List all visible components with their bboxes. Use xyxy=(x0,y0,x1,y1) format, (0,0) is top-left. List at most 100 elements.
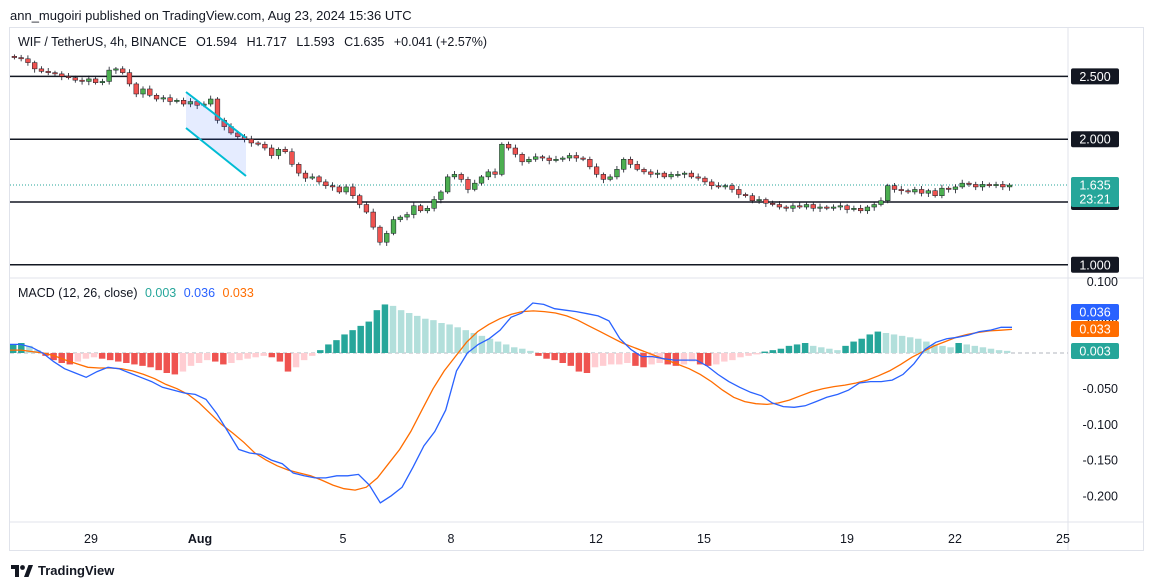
candle xyxy=(357,193,363,209)
candle-body xyxy=(844,205,850,210)
chart-frame xyxy=(9,27,1144,551)
candle xyxy=(539,154,546,162)
macd-histogram-bar xyxy=(898,335,906,353)
candle xyxy=(289,148,295,167)
macd-hist-tag-label: 0.003 xyxy=(1079,345,1110,359)
macd-axis-tick: -0.150 xyxy=(1083,454,1118,468)
candle xyxy=(390,216,397,236)
candle xyxy=(553,155,559,163)
footer-brand-label: TradingView xyxy=(38,563,115,578)
candle xyxy=(932,188,938,198)
price-level-tag: 1.000 xyxy=(1071,256,1119,273)
candle xyxy=(512,144,518,158)
macd-histogram-bar xyxy=(769,350,777,353)
candle xyxy=(269,144,275,159)
candle-body xyxy=(397,216,403,220)
macd-axis-tick: -0.200 xyxy=(1083,489,1118,503)
candle-body xyxy=(993,184,999,186)
macd-line xyxy=(10,302,1012,504)
candle-body xyxy=(560,157,566,160)
macd-histogram-bar xyxy=(438,323,445,353)
low-value: L1.593 xyxy=(296,35,335,49)
price-level-tag: 2.500 xyxy=(1071,68,1119,85)
candle xyxy=(858,204,864,214)
candle xyxy=(167,94,173,106)
macd-histogram-bar xyxy=(357,325,364,353)
macd-histogram-bar xyxy=(567,353,575,366)
macd-histogram-bar xyxy=(785,345,793,353)
macd-signal-tag-bg xyxy=(1071,321,1119,337)
macd-signal-line xyxy=(10,310,1013,491)
candle xyxy=(797,202,803,209)
macd-histogram-bar xyxy=(721,353,728,362)
candle-body xyxy=(147,88,153,96)
macd-histogram-bar xyxy=(882,333,890,353)
candle xyxy=(336,185,342,194)
candle-body xyxy=(858,208,864,212)
candle xyxy=(384,230,390,246)
macd-indicator-name[interactable]: MACD (12, 26, close) xyxy=(18,286,138,300)
candle xyxy=(770,200,776,207)
candle xyxy=(803,202,810,210)
candle-body xyxy=(519,154,525,163)
macd-histogram-bar xyxy=(729,353,736,361)
macd-histogram-bar xyxy=(341,334,348,353)
candle-body xyxy=(472,182,478,190)
candle xyxy=(316,174,322,185)
candle xyxy=(715,182,722,189)
candle-body xyxy=(851,208,857,210)
candle-body xyxy=(722,185,728,188)
candle-body xyxy=(621,159,627,170)
candle-body xyxy=(59,73,65,77)
candle-body xyxy=(140,88,146,95)
candle xyxy=(844,203,850,214)
candle xyxy=(891,183,898,193)
macd-histogram-bar xyxy=(90,353,98,358)
macd-histogram-bar xyxy=(640,353,647,368)
macd-histogram-bar xyxy=(50,353,57,361)
candle xyxy=(187,98,194,108)
candle-body xyxy=(580,157,586,160)
candle xyxy=(323,179,329,189)
macd-histogram-bar xyxy=(292,353,300,368)
candle xyxy=(255,141,261,147)
candle xyxy=(864,205,871,214)
macd-histogram-bar xyxy=(793,344,801,353)
candle-body xyxy=(296,164,302,174)
candle xyxy=(282,146,288,154)
price-level-tag-bg xyxy=(1071,256,1119,273)
macd-histogram-bar xyxy=(66,353,74,365)
macd-histogram-bar xyxy=(575,353,583,372)
candle-body xyxy=(18,57,24,60)
candle xyxy=(918,186,925,197)
candle xyxy=(749,193,755,204)
candle xyxy=(979,181,986,191)
candle xyxy=(898,186,904,195)
symbol-name[interactable]: WIF / TetherUS, 4h, BINANCE xyxy=(18,35,187,49)
candle-body xyxy=(113,68,119,71)
candle-body xyxy=(133,83,139,95)
candle-body xyxy=(478,176,485,184)
footer-brand[interactable]: TradingView xyxy=(11,563,114,578)
candle xyxy=(776,201,783,210)
candle-body xyxy=(316,176,322,183)
candle-body xyxy=(275,148,282,156)
candle-body xyxy=(458,174,464,180)
candle-body xyxy=(377,226,383,243)
candle-body xyxy=(336,186,342,193)
candle xyxy=(499,142,505,177)
macd-histogram-bar xyxy=(163,353,170,373)
candle-body xyxy=(986,184,992,186)
candle xyxy=(783,205,789,212)
candle xyxy=(661,171,667,179)
candle-body xyxy=(566,155,573,159)
macd-histogram-bar xyxy=(890,334,898,353)
candle xyxy=(153,93,160,102)
macd-histogram-bar xyxy=(397,310,405,353)
candle-body xyxy=(1000,184,1006,188)
candle xyxy=(695,173,701,181)
macd-histogram-bar xyxy=(559,353,566,363)
candle xyxy=(641,167,647,175)
macd-histogram-bar xyxy=(607,353,615,365)
